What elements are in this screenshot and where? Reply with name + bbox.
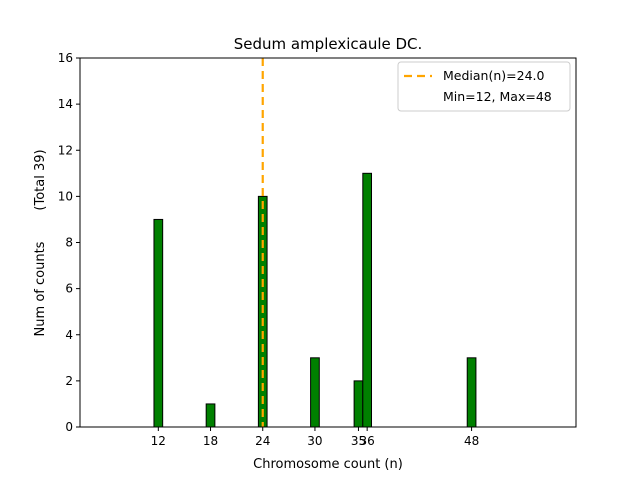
legend-box <box>397 61 571 112</box>
bar-48 <box>466 357 477 428</box>
x-tick-label-18: 18 <box>203 434 218 448</box>
x-tick-label-24: 24 <box>255 434 270 448</box>
bar-36 <box>362 172 373 428</box>
y-tick-label-16: 16 <box>58 51 73 65</box>
bar-18 <box>205 403 216 428</box>
x-tick-label-35: 35 <box>351 434 366 448</box>
legend-minmax-label: Min=12, Max=48 <box>443 89 552 104</box>
bar-12 <box>153 218 164 428</box>
y-tick-label-10: 10 <box>58 189 73 203</box>
y-tick-label-6: 6 <box>65 282 73 296</box>
chart-title: Sedum amplexicaule DC. <box>234 35 423 53</box>
x-tick-label-30: 30 <box>307 434 322 448</box>
x-tick-label-48: 48 <box>464 434 479 448</box>
x-tick-label-12: 12 <box>151 434 166 448</box>
bar-30 <box>310 357 320 428</box>
y-axis: 0 2 4 6 8 10 12 14 16 <box>58 51 80 434</box>
y-tick-label-4: 4 <box>65 328 73 342</box>
y-tick-label-8: 8 <box>65 236 73 250</box>
x-axis-label: Chromosome count (n) <box>253 457 403 472</box>
legend: Median(n)=24.0 Min=12, Max=48 <box>397 61 571 112</box>
y-tick-label-14: 14 <box>58 97 73 111</box>
y-axis-label: Num of counts <box>33 241 48 336</box>
x-tick-label-36: 36 <box>360 434 375 448</box>
legend-median-label: Median(n)=24.0 <box>443 68 544 83</box>
y-tick-label-12: 12 <box>58 143 73 157</box>
y-tick-label-0: 0 <box>65 420 73 434</box>
y-tick-label-2: 2 <box>65 374 73 388</box>
bar-35 <box>353 380 364 428</box>
plot-area <box>79 57 577 428</box>
y-axis-total-label: (Total 39) <box>33 149 48 210</box>
